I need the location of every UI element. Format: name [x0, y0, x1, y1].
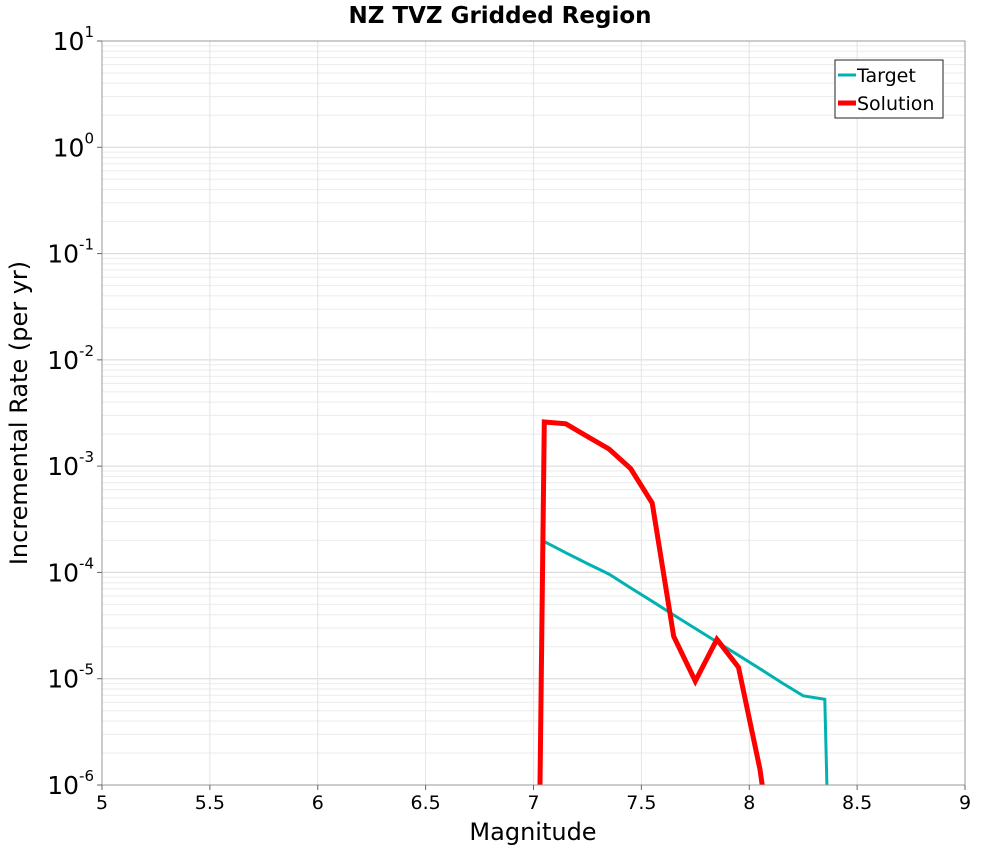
y-tick-label: 10-2: [47, 342, 94, 375]
y-tick-label: 100: [53, 129, 94, 162]
x-tick-label: 8: [743, 792, 755, 814]
legend-label-solution: Solution: [857, 93, 934, 115]
legend: Target Solution: [834, 59, 944, 119]
x-axis-ticks: 5 5.5 6 6.5 7 7.5 8 8.5 9: [96, 785, 971, 814]
y-tick-label: 10-1: [47, 236, 94, 269]
y-axis-ticks: 10-6 10-5 10-4 10-3 10-2 10-1 100 101: [47, 23, 102, 800]
x-tick-label: 8.5: [842, 792, 872, 814]
x-tick-label: 9: [959, 792, 971, 814]
x-axis-label: Magnitude: [469, 818, 596, 846]
chart-title: NZ TVZ Gridded Region: [348, 3, 651, 29]
y-tick-label: 10-3: [47, 448, 94, 481]
x-tick-label: 7: [527, 792, 539, 814]
y-tick-label: 101: [53, 23, 94, 56]
series-line-target: [543, 540, 829, 786]
series-group: [537, 419, 829, 786]
legend-label-target: Target: [856, 65, 916, 87]
y-tick-label: 10-5: [47, 661, 94, 694]
x-tick-label: 6.5: [411, 792, 441, 814]
series-line-solution: [537, 419, 765, 786]
y-axis-label: Incremental Rate (per yr): [5, 261, 33, 565]
x-tick-label: 5: [96, 792, 108, 814]
y-tick-label: 10-6: [47, 767, 94, 800]
x-tick-label: 7.5: [626, 792, 656, 814]
x-tick-label: 5.5: [195, 792, 225, 814]
x-tick-label: 6: [312, 792, 324, 814]
grid: [101, 41, 966, 786]
y-tick-label: 10-4: [47, 554, 94, 587]
legend-box: [834, 59, 944, 119]
